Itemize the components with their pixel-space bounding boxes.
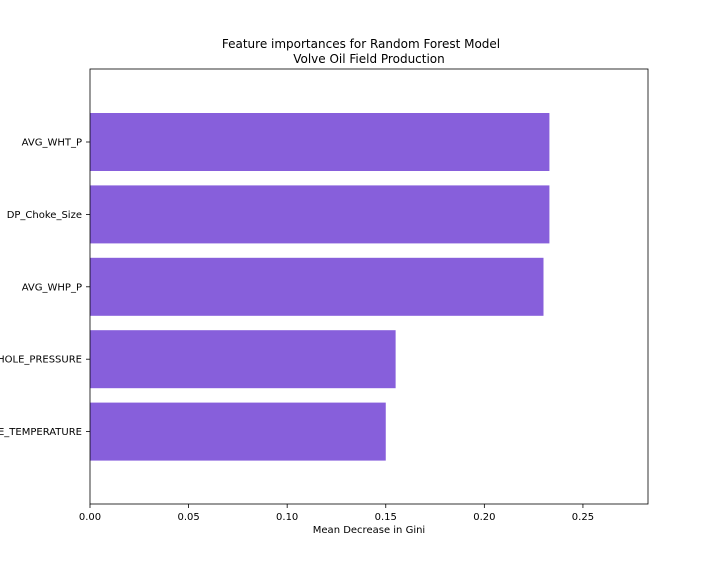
y-tick-label: AVG_DOWNHOLE_TEMPERATURE	[0, 427, 82, 438]
bars-group	[90, 113, 550, 461]
y-tick-label: AVG_WHP_P	[22, 282, 82, 293]
x-ticks: 0.00 0.05 0.10 0.15 0.20 0.25	[79, 504, 594, 523]
y-tick-label: AVG_DOWNHOLE_PRESSURE	[0, 355, 82, 366]
x-tick-label: 0.00	[79, 512, 101, 523]
bar-dp-choke-size	[90, 185, 550, 244]
bar-avg-downhole-temperature	[90, 402, 386, 461]
plot-frame	[89, 68, 649, 505]
x-tick-label: 0.10	[276, 512, 298, 523]
x-tick-label: 0.15	[375, 512, 397, 523]
x-tick-label: 0.25	[572, 512, 594, 523]
y-tick-label: DP_Choke_Size	[7, 210, 82, 221]
y-tick-label: AVG_WHT_P	[22, 138, 82, 149]
chart-title: Feature importances for Random Forest Mo…	[222, 37, 500, 51]
x-axis-label: Mean Decrease in Gini	[313, 525, 425, 536]
category-labels: AVG_WHT_P DP_Choke_Size AVG_WHP_P AVG_DOWNH…	[0, 138, 90, 438]
x-tick-label: 0.05	[177, 512, 199, 523]
bar-avg-wht-p	[90, 113, 550, 171]
bar-avg-downhole-pressure	[90, 330, 396, 389]
bar-avg-whp-p	[90, 257, 544, 316]
chart-subtitle: Volve Oil Field Production	[293, 52, 445, 66]
x-tick-label: 0.20	[473, 512, 495, 523]
